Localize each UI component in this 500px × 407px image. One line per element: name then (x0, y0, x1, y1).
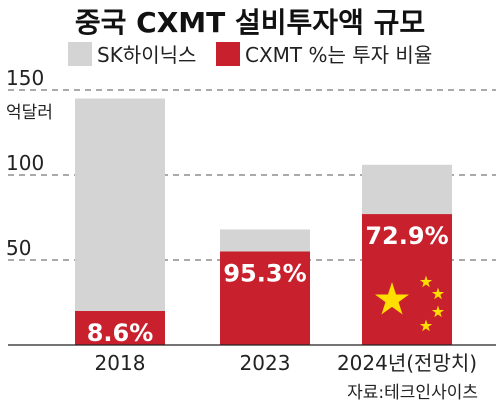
y-tick-label: 100 (6, 151, 44, 175)
legend: SK하이닉스 CXMT %는 투자 비율 (68, 42, 432, 67)
bar-data-label: 8.6% (87, 319, 154, 347)
bar-data-label: 95.3% (223, 260, 306, 288)
x-category-label: 2024년(전망치) (337, 351, 477, 375)
y-axis-unit: 억달러 (6, 103, 53, 123)
legend-label-cxmt: CXMT %는 투자 비율 (245, 43, 432, 67)
bar-cxmt (75, 311, 165, 345)
legend-swatch-cxmt (216, 42, 240, 66)
large-star-icon (374, 282, 410, 315)
bar-data-label: 72.9% (365, 222, 448, 250)
y-axis: 50 100 150 (6, 66, 44, 260)
small-star-icon (419, 319, 433, 332)
y-tick-label: 50 (6, 236, 31, 260)
x-category-label: 2018 (95, 351, 146, 375)
small-star-icon (419, 275, 433, 288)
small-star-icon (431, 305, 445, 318)
source-note: 자료:테크인사이츠 (347, 383, 478, 403)
legend-swatch-sk-hynix (68, 42, 92, 66)
china-flag-stars-icon (374, 275, 445, 332)
x-axis-categories: 2018 2023 2024년(전망치) (95, 351, 478, 375)
x-category-label: 2023 (240, 351, 291, 375)
small-star-icon (431, 287, 445, 300)
bar-cxmt (220, 251, 310, 345)
bar-cxmt (362, 214, 452, 345)
bar-sk-hynix (75, 98, 165, 345)
bars: 8.6% 95.3% 72.9% (75, 98, 452, 347)
chart-title: 중국 CXMT 설비투자액 규모 (75, 6, 425, 39)
legend-label-sk-hynix: SK하이닉스 (97, 43, 196, 67)
y-tick-label: 150 (6, 66, 44, 90)
